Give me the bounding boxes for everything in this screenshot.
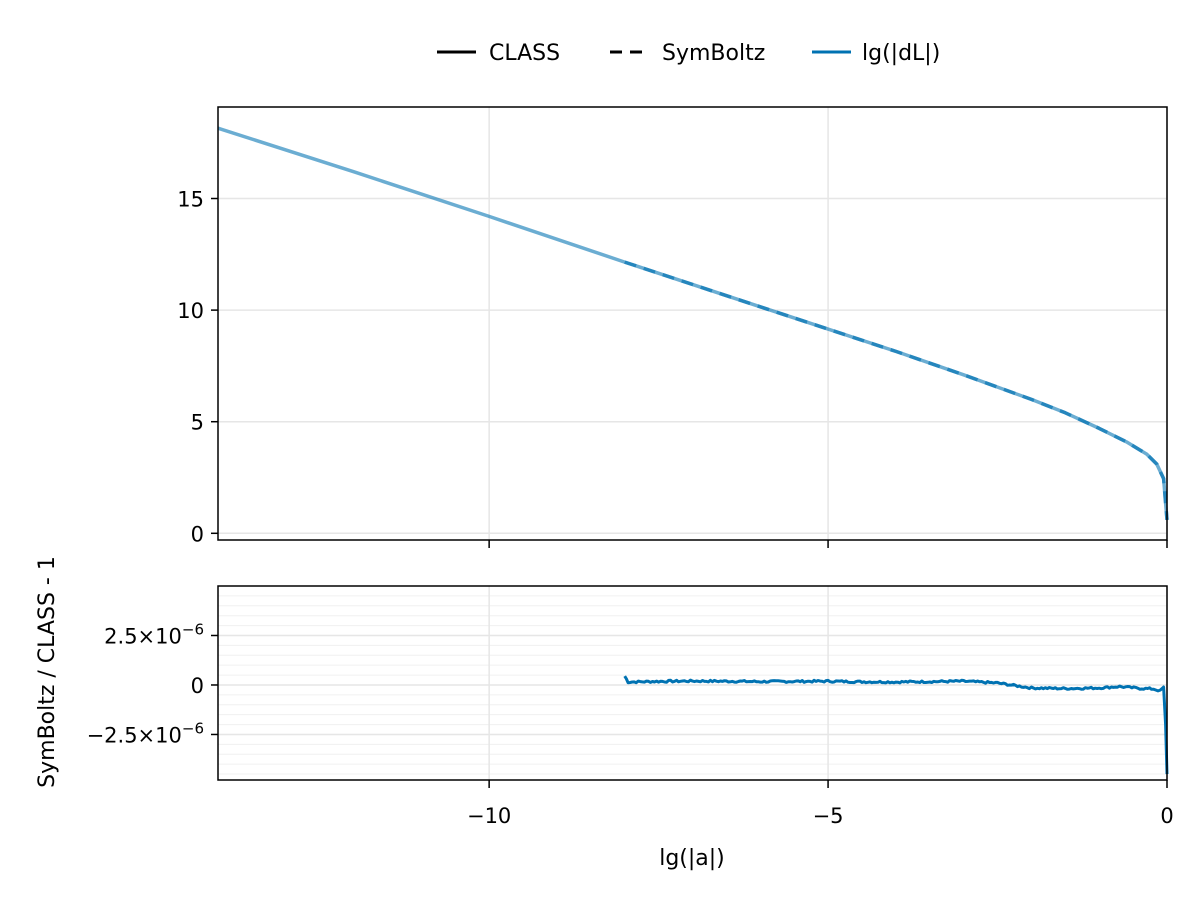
x-axis-label: lg(|a|) — [659, 846, 725, 871]
top-y-tick-label: 0 — [191, 522, 204, 546]
bottom-x-tick-label: −10 — [467, 804, 511, 828]
top-axis-ticks: 0 5 10 15 — [177, 188, 1168, 548]
top-plot-frame — [217, 106, 1168, 541]
y-axis-label: SymBoltz / CLASS - 1 — [35, 556, 60, 788]
bottom-axis-ticks: −10 −5 0 −2.5×10−6 0 2.5×10−6 — [87, 620, 1174, 828]
legend-label-dl: lg(|dL|) — [862, 41, 940, 66]
bottom-x-tick-label: 0 — [1160, 804, 1173, 828]
bottom-y-tick-label: 2.5×10−6 — [104, 620, 204, 648]
bottom-y-tick-label: −2.5×10−6 — [87, 719, 204, 747]
bottom-series-group — [623, 675, 1169, 775]
bottom-plot-frame — [217, 585, 1168, 781]
top-y-tick-label: 15 — [177, 188, 204, 212]
bottom-series-residual — [623, 675, 1169, 775]
legend-label-symboltz: SymBoltz — [662, 41, 765, 66]
top-series-symboltz — [624, 260, 1169, 521]
top-y-tick-label: 5 — [191, 411, 204, 435]
top-y-tick-label: 10 — [177, 299, 204, 323]
legend: CLASS SymBoltz lg(|dL|) — [437, 41, 940, 66]
bottom-x-tick-label: −5 — [813, 804, 844, 828]
bottom-y-tick-label: 0 — [191, 674, 204, 698]
bottom-panel: −10 −5 0 −2.5×10−6 0 2.5×10−6 — [87, 585, 1174, 828]
top-series-group — [217, 126, 1169, 521]
top-panel: 0 5 10 15 — [177, 106, 1169, 548]
legend-label-class: CLASS — [489, 41, 560, 66]
